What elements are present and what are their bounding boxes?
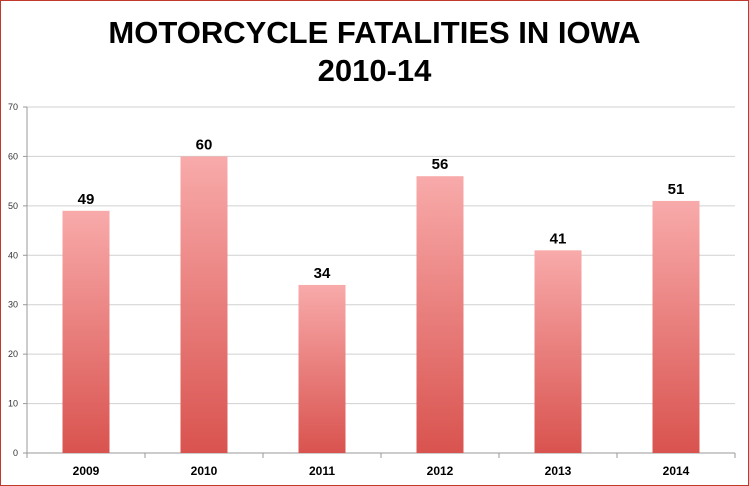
chart-title-line-1: MOTORCYCLE FATALITIES IN IOWA (108, 15, 641, 50)
bar-2011 (298, 284, 346, 453)
bar-2014 (652, 200, 700, 453)
x-tick-label: 2010 (191, 464, 218, 478)
y-tick-label: 10 (8, 399, 18, 409)
chart-title-line-2: 2010-14 (317, 53, 432, 88)
bar-2013 (534, 250, 582, 453)
chart-title: MOTORCYCLE FATALITIES IN IOWA 2010-14 (0, 14, 749, 90)
data-label: 56 (432, 156, 449, 173)
labels: 0 10 20 30 40 50 60 70 49 2009 60 2010 34 2011 56 2012 4… (8, 102, 690, 478)
data-label: 49 (78, 191, 95, 208)
y-tick-label: 70 (8, 102, 18, 112)
x-tick-label: 2013 (545, 464, 572, 478)
data-label: 34 (314, 265, 331, 282)
x-tick-label: 2009 (73, 464, 100, 478)
y-tick-label: 30 (8, 300, 18, 310)
bar-2012 (416, 176, 464, 453)
y-tick-label: 20 (8, 349, 18, 359)
x-tick-label: 2012 (427, 464, 454, 478)
y-tick-label: 50 (8, 201, 18, 211)
y-tick-label: 40 (8, 250, 18, 260)
bar-2010 (180, 156, 228, 453)
bar-2009 (62, 210, 110, 453)
y-tick-label: 0 (13, 448, 18, 458)
data-label: 41 (550, 230, 567, 247)
bars (62, 156, 700, 453)
y-tick-label: 60 (8, 151, 18, 161)
data-label: 60 (196, 136, 213, 153)
axes (23, 106, 736, 458)
x-tick-label: 2014 (663, 464, 690, 478)
x-tick-label: 2011 (309, 464, 335, 478)
data-label: 51 (668, 181, 685, 198)
gridlines (27, 106, 735, 405)
